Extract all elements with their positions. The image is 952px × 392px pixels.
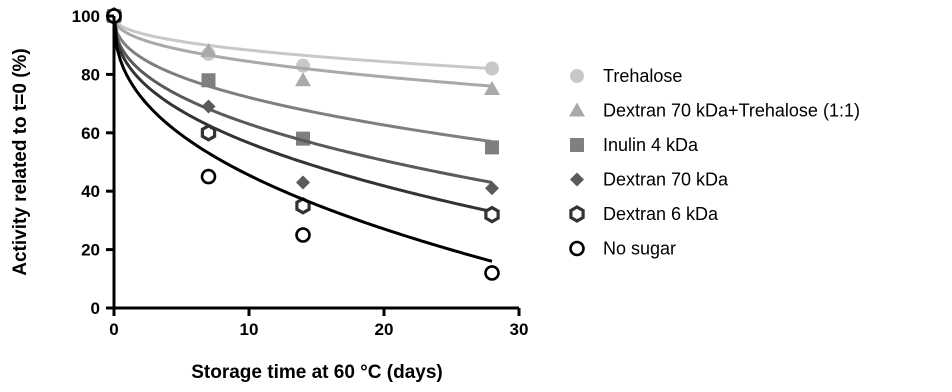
data-point [200,43,217,58]
legend-label: Dextran 6 kDa [603,204,719,224]
data-point [296,58,310,73]
fit-curve [112,15,493,184]
x-tick-label: 0 [109,320,118,339]
ticks: 0 10 20 30 0 20 40 60 80 100 [72,7,529,339]
legend-item-inulin-4-kda: Inulin 4 kDa [570,135,699,155]
y-axis-title: Activity related to t=0 (%) [10,48,31,276]
data-point [485,61,499,76]
fit-curve [112,15,493,263]
legend-marker [570,172,584,187]
legend-marker [570,138,584,152]
fit-curve [112,15,493,88]
data-point [201,73,216,88]
y-tick-label: 60 [81,124,100,143]
legend: Trehalose Dextran 70 kDa+Trehalose (1:1) I… [569,66,860,259]
data-point [295,72,311,87]
plot-area [106,7,500,281]
data-point [296,175,310,190]
legend-item-dextran-70-kda-trehalose-1-1: Dextran 70 kDa+Trehalose (1:1) [569,101,860,121]
data-point [485,140,499,155]
legend-marker [569,240,585,257]
legend-item-trehalose: Trehalose [570,66,682,86]
x-tick-label: 30 [510,320,529,339]
y-tick-label: 40 [81,182,100,201]
fit-curve [112,15,493,71]
legend-label: Inulin 4 kDa [603,135,699,155]
series-dextran-6-kda [106,7,500,224]
data-point [484,265,500,281]
data-point [200,123,217,142]
legend-marker [569,102,585,117]
y-tick-label: 0 [91,299,100,318]
series-trehalose [107,9,499,76]
x-tick-label: 10 [240,320,259,339]
data-point [484,205,500,224]
data-point [295,227,311,243]
fit-curve [112,15,493,214]
legend-label: Dextran 70 kDa+Trehalose (1:1) [603,101,860,121]
data-point [485,181,499,196]
x-tick-label: 20 [375,320,394,339]
series-inulin-4-kda [107,9,499,155]
legend-label: Dextran 70 kDa [603,170,729,190]
legend-label: Trehalose [603,66,682,86]
legend-marker [570,69,584,83]
legend-item-dextran-6-kda: Dextran 6 kDa [569,204,719,224]
legend-item-no-sugar: No sugar [569,239,676,259]
data-point [201,99,216,114]
y-tick-label: 80 [81,65,100,84]
data-point [200,168,217,185]
axes [112,16,519,310]
series-dextran-70-kda-trehalose-1-1 [106,8,500,95]
legend-marker [569,205,585,223]
legend-label: No sugar [603,239,676,259]
y-tick-label: 100 [72,7,100,26]
legend-item-dextran-70-kda: Dextran 70 kDa [570,170,729,190]
x-axis-title: Storage time at 60 °C (days) [191,362,443,383]
fit-curve [112,15,493,144]
y-tick-label: 20 [81,241,100,260]
data-point [484,81,500,95]
